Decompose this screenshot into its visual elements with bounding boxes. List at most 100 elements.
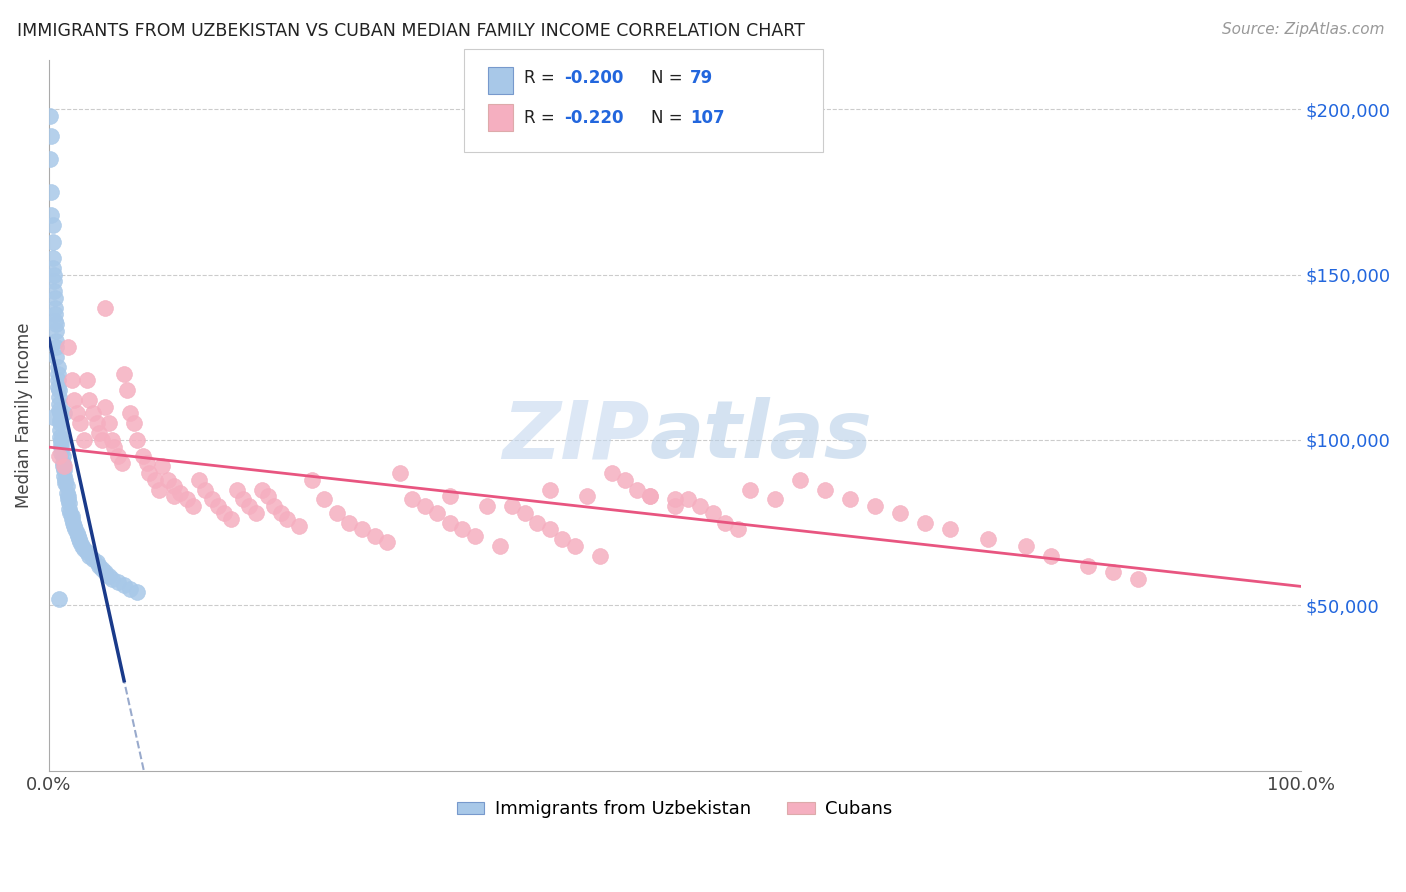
Legend: Immigrants from Uzbekistan, Cubans: Immigrants from Uzbekistan, Cubans (450, 793, 900, 826)
Point (48, 403, 70, 417)
Text: -0.220: -0.220 (564, 109, 623, 127)
Point (51, 433, 73, 447)
Text: N =: N = (651, 70, 688, 87)
Point (219, 512, 242, 526)
Point (263, 499, 285, 513)
Text: Source: ZipAtlas.com: Source: ZipAtlas.com (1222, 22, 1385, 37)
Point (70, 539, 93, 553)
Point (1039, 549, 1062, 563)
Point (350, 522, 373, 536)
Point (125, 433, 148, 447)
Point (55, 486, 77, 500)
Text: ZIP: ZIP (502, 398, 650, 475)
Point (1014, 539, 1036, 553)
Point (169, 486, 191, 500)
Point (56, 492, 79, 507)
Point (46, 380, 69, 394)
Point (98, 568, 121, 582)
Point (439, 516, 461, 530)
Point (55, 479, 77, 493)
Point (589, 549, 612, 563)
Point (156, 473, 179, 487)
Point (69, 535, 91, 549)
Point (42, 268, 65, 282)
Text: 79: 79 (690, 70, 714, 87)
Point (232, 492, 254, 507)
Point (82, 552, 104, 566)
Point (53, 463, 76, 477)
Point (740, 483, 762, 497)
Point (98, 417, 121, 431)
Point (464, 529, 486, 543)
Point (60, 373, 83, 387)
Point (1128, 572, 1150, 586)
Point (76, 545, 98, 559)
Text: R =: R = (524, 70, 561, 87)
Point (63, 393, 86, 408)
Point (301, 473, 323, 487)
Point (339, 516, 361, 530)
Text: atlas: atlas (650, 398, 873, 475)
Point (375, 535, 398, 549)
Point (44, 301, 66, 315)
Point (39, 152, 62, 166)
Point (49, 430, 72, 444)
Point (245, 506, 267, 520)
Point (39, 109, 62, 123)
Text: R =: R = (524, 109, 561, 127)
Point (56, 489, 79, 503)
Point (388, 466, 411, 480)
Point (65, 525, 87, 540)
Point (538, 483, 561, 497)
Point (426, 506, 449, 520)
Point (288, 519, 311, 533)
Point (87, 426, 110, 441)
Point (150, 459, 173, 474)
Text: N =: N = (651, 109, 688, 127)
Point (276, 512, 298, 526)
Point (45, 317, 67, 331)
Point (477, 499, 499, 513)
Point (120, 407, 142, 421)
Point (526, 516, 548, 530)
Point (48, 396, 70, 410)
Point (689, 499, 711, 513)
Point (44, 314, 66, 328)
Point (702, 506, 724, 520)
Point (42, 260, 65, 275)
Point (188, 473, 211, 487)
Point (53, 459, 76, 474)
Point (100, 433, 122, 447)
Point (488, 539, 510, 553)
Point (100, 572, 122, 586)
Point (865, 499, 887, 513)
Point (48, 591, 70, 606)
Point (51, 446, 73, 460)
Point (60, 512, 83, 526)
Point (613, 473, 636, 487)
Point (122, 417, 145, 431)
Point (59, 506, 82, 520)
Point (62, 516, 84, 530)
Point (138, 466, 160, 480)
Point (120, 582, 142, 596)
Point (664, 492, 686, 507)
Point (69, 417, 91, 431)
Point (48, 384, 70, 398)
Point (48, 390, 70, 404)
Point (814, 483, 837, 497)
Point (73, 542, 96, 557)
Point (163, 479, 186, 493)
Point (638, 489, 661, 503)
Point (501, 499, 523, 513)
Point (1102, 566, 1125, 580)
Point (90, 433, 112, 447)
Point (86, 555, 108, 569)
Point (49, 417, 72, 431)
Point (51, 436, 73, 450)
Point (176, 492, 198, 507)
Point (53, 473, 76, 487)
Point (103, 440, 125, 454)
Point (132, 450, 155, 464)
Point (51, 440, 73, 454)
